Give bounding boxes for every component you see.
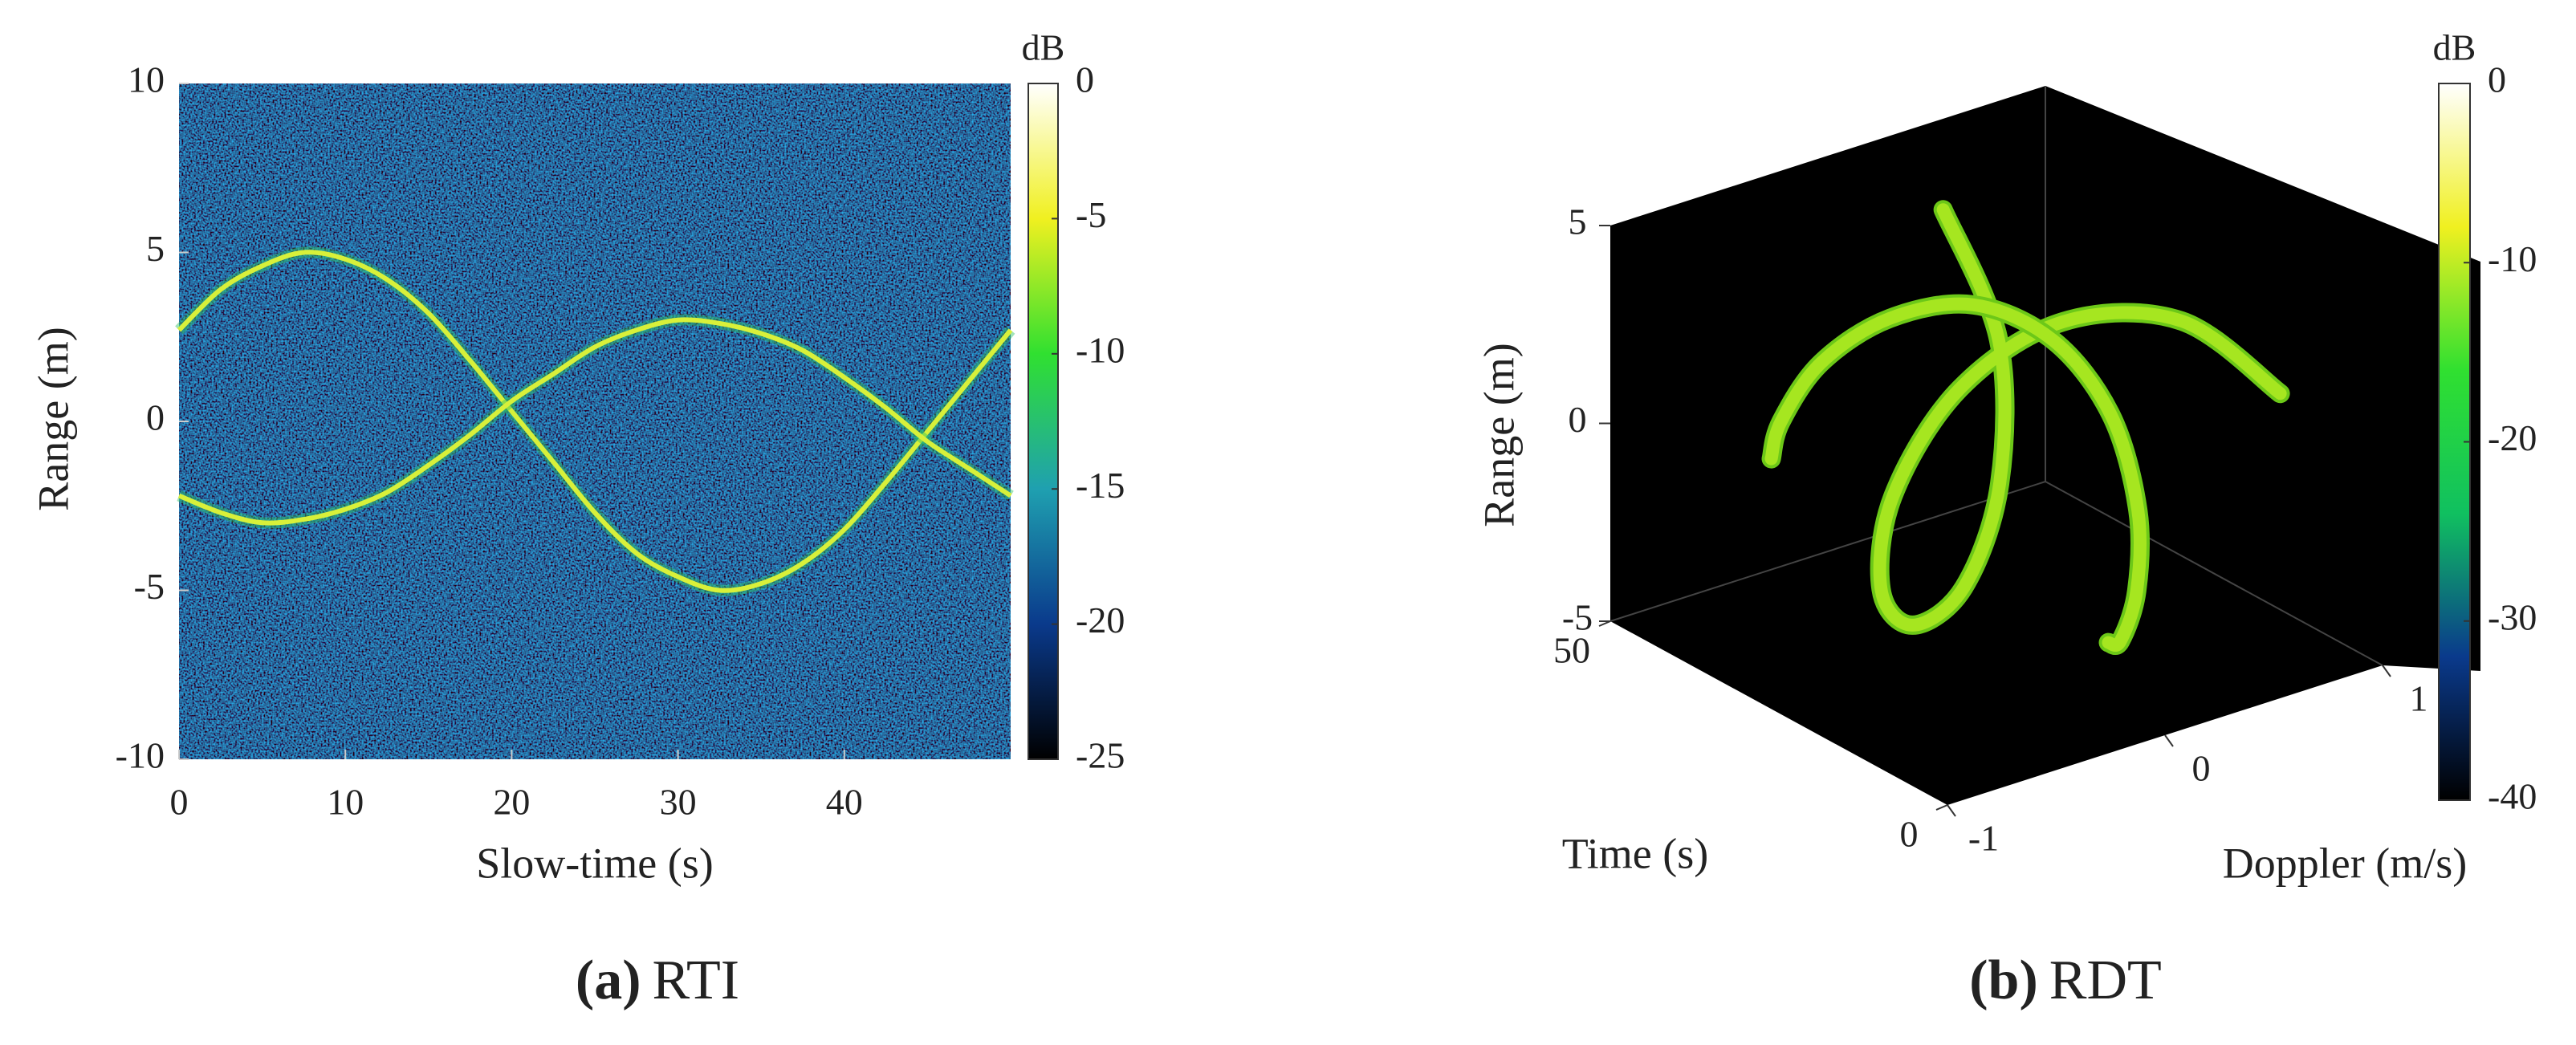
- colorbar-label: dB: [2433, 27, 2476, 68]
- colorbar-label: dB: [1022, 27, 1065, 68]
- x-tick: [1935, 804, 1948, 811]
- x-tick-label: 30: [660, 782, 697, 823]
- colorbar-tick-label: -25: [1076, 735, 1125, 776]
- y-tick: [2382, 665, 2391, 677]
- y-tick-label: 5: [146, 228, 165, 269]
- y-axis-label: Doppler (m/s): [2223, 839, 2467, 887]
- x-tick-label: 40: [826, 782, 863, 823]
- colorbar-tick-label: -20: [1076, 600, 1125, 640]
- z-tick-label: 0: [1569, 399, 1587, 440]
- trace: [177, 250, 1013, 593]
- colorbar-tick-label: -10: [2488, 238, 2537, 279]
- colorbar-tick-label: -20: [2488, 417, 2537, 458]
- z-tick-label: 5: [1569, 201, 1587, 242]
- caption: (b) RDT: [1969, 949, 2162, 1011]
- y-tick: [2164, 734, 2174, 747]
- y-tick: [1947, 804, 1956, 817]
- colorbar-tick-label: 0: [1076, 59, 1094, 100]
- caption-label: (b): [1969, 949, 2038, 1011]
- y-axis-label: Range (m): [29, 327, 77, 510]
- x-axis-label: Slow-time (s): [476, 839, 713, 887]
- colorbar-tick-label: -15: [1076, 465, 1125, 506]
- x-tick-label: 10: [327, 782, 364, 823]
- cube-edges: [1609, 86, 2383, 666]
- x-tick-label: 20: [493, 782, 530, 823]
- x-tick-label: 50: [1553, 630, 1590, 671]
- x-axis-label: Time (s): [1562, 829, 1709, 877]
- y-tick-label: -10: [116, 735, 165, 776]
- y-tick-label: 1: [2410, 678, 2428, 719]
- tube: [1764, 297, 2147, 652]
- z-axis-label: Range (m): [1475, 343, 1523, 527]
- caption-label: (a): [576, 949, 641, 1011]
- noise-texture: [179, 83, 1011, 759]
- colorbar-tick-label: -5: [1076, 194, 1106, 235]
- y-tick-label: 10: [128, 59, 165, 100]
- colorbar-tick-label: 0: [2488, 59, 2506, 100]
- colorbar-tick-label: -10: [1076, 329, 1125, 370]
- colorbar-tick-label: -30: [2488, 596, 2537, 637]
- colorbar-tick-label: -40: [2488, 776, 2537, 817]
- x-tick-label: 0: [170, 782, 189, 823]
- z-tick-label: -5: [1562, 597, 1593, 638]
- colorbar: [1028, 83, 1059, 760]
- trace: [177, 317, 1012, 526]
- tube: [1873, 203, 2287, 632]
- y-tick-label: -5: [134, 566, 165, 607]
- caption: (a) RTI: [576, 949, 739, 1011]
- caption-text: RDT: [2049, 949, 2162, 1011]
- y-tick-label: 0: [146, 397, 165, 438]
- x-tick-label: 0: [1900, 814, 1919, 855]
- caption-text: RTI: [653, 949, 740, 1011]
- y-tick-label: -1: [1968, 818, 1999, 859]
- y-tick-label: 0: [2192, 748, 2211, 789]
